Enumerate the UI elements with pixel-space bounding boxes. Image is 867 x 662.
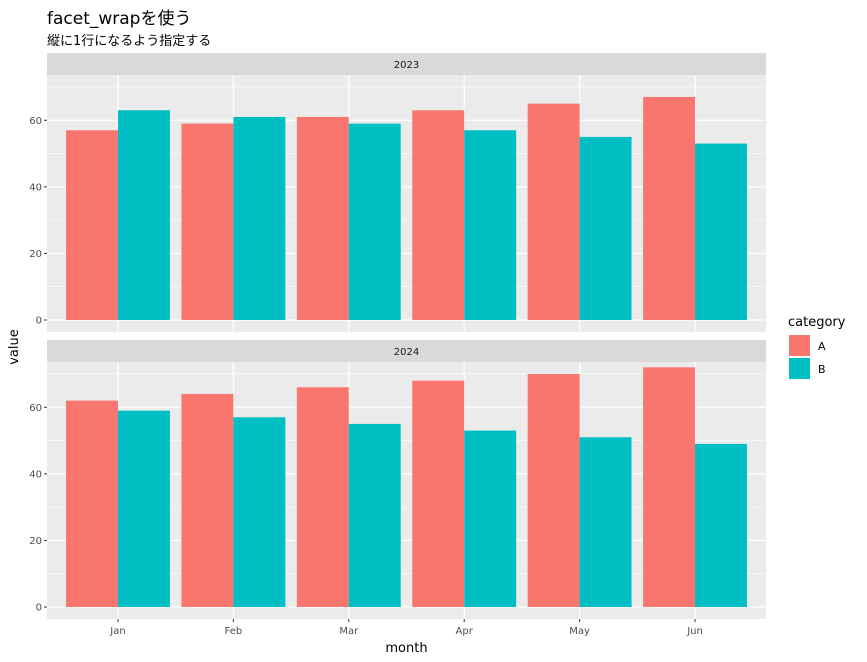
y-tick-label: 60 bbox=[29, 116, 42, 127]
bar-A-Mar bbox=[296, 387, 349, 607]
facet-strip bbox=[47, 340, 766, 362]
x-tick-label: Apr bbox=[456, 626, 474, 637]
bar-B-Feb bbox=[233, 116, 286, 320]
bar-B-Mar bbox=[348, 123, 401, 320]
x-tick-label: May bbox=[569, 626, 590, 637]
bar-A-Jan bbox=[66, 400, 118, 607]
x-axis-title: month bbox=[385, 641, 427, 656]
bar-A-Feb bbox=[181, 393, 234, 607]
bar-B-Feb bbox=[233, 417, 286, 607]
y-tick-label: 40 bbox=[29, 469, 42, 480]
bar-B-Jun bbox=[695, 143, 747, 320]
bar-A-Jun bbox=[643, 367, 696, 607]
legend-label-A: A bbox=[818, 340, 826, 353]
chart-title: facet_wrapを使う bbox=[47, 9, 192, 29]
bar-B-May bbox=[579, 437, 632, 607]
bar-B-Jun bbox=[695, 443, 747, 607]
bar-B-Jan bbox=[117, 410, 170, 607]
y-tick-label: 0 bbox=[36, 316, 42, 327]
facet-strip-label: 2024 bbox=[394, 347, 419, 358]
y-tick-label: 20 bbox=[29, 249, 42, 260]
legend-key-B bbox=[789, 358, 810, 379]
bar-A-May bbox=[527, 373, 580, 607]
bar-B-Apr bbox=[464, 430, 517, 607]
bar-A-May bbox=[527, 103, 580, 321]
legend-key-A bbox=[789, 335, 810, 356]
x-tick-label: Feb bbox=[225, 626, 243, 637]
legend-label-B: B bbox=[818, 363, 826, 376]
legend-title: category bbox=[788, 315, 846, 330]
bar-A-Apr bbox=[412, 110, 465, 320]
y-axis-title: value bbox=[7, 329, 22, 365]
facet-strip bbox=[47, 53, 766, 75]
bar-B-Jan bbox=[117, 110, 170, 320]
x-tick-label: Jun bbox=[686, 626, 703, 637]
bar-A-Jun bbox=[643, 96, 696, 321]
bar-A-Jan bbox=[66, 130, 118, 320]
y-tick-label: 60 bbox=[29, 403, 42, 414]
bar-B-Apr bbox=[464, 130, 517, 320]
bar-A-Mar bbox=[296, 116, 349, 320]
facet-strip-label: 2023 bbox=[394, 60, 419, 71]
y-tick-label: 20 bbox=[29, 536, 42, 547]
bar-B-May bbox=[579, 136, 632, 320]
y-tick-label: 40 bbox=[29, 182, 42, 193]
bar-A-Apr bbox=[412, 380, 465, 607]
bar-B-Mar bbox=[348, 423, 401, 607]
x-tick-label: Mar bbox=[339, 626, 359, 637]
x-tick-label: Jan bbox=[109, 626, 125, 637]
chart-subtitle: 縦に1行になるよう指定する bbox=[47, 34, 212, 49]
y-tick-label: 0 bbox=[36, 603, 42, 614]
bar-A-Feb bbox=[181, 123, 234, 320]
